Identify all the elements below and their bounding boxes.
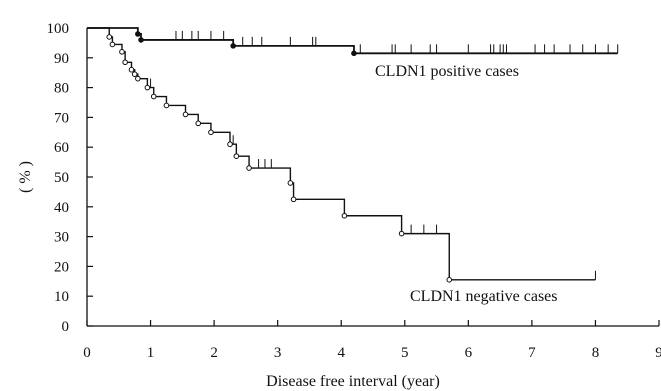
x-tick-label: 4 [337, 345, 345, 361]
y-axis-label: ( % ) [17, 161, 34, 193]
event-marker [182, 111, 189, 118]
series-negative [87, 27, 596, 283]
event-marker [446, 277, 453, 283]
event-marker [351, 50, 357, 57]
survival-curve-positive [87, 27, 618, 55]
series-label-negative: CLDN1 negative cases [410, 288, 558, 305]
x-axis-label: Disease free interval (year) [266, 373, 440, 390]
y-tick-label: 100 [47, 21, 70, 37]
event-marker [128, 66, 135, 73]
event-marker [208, 129, 214, 136]
event-marker [233, 153, 240, 159]
x-tick-label: 2 [210, 345, 218, 361]
y-tick-label: 10 [54, 289, 69, 305]
x-tick-label: 6 [465, 345, 473, 361]
event-marker [230, 43, 236, 49]
event-marker [131, 71, 138, 77]
event-marker [109, 41, 116, 48]
x-tick-label: 7 [528, 345, 536, 361]
x-tick-label: 0 [83, 345, 91, 361]
y-tick-label: 20 [54, 259, 69, 275]
x-tick-label: 9 [655, 345, 661, 361]
y-tick-label: 60 [54, 140, 69, 156]
series-label-positive: CLDN1 positive cases [375, 63, 519, 80]
event-marker [144, 84, 151, 91]
x-ticks: 0 1 2 3 4 5 6 7 8 9 [83, 320, 661, 361]
y-tick-label: 80 [54, 81, 69, 97]
event-marker [287, 180, 294, 186]
x-tick-label: 1 [147, 345, 155, 361]
event-marker [163, 102, 170, 109]
event-marker [398, 230, 405, 237]
event-marker [150, 93, 157, 100]
event-marker [246, 165, 252, 171]
y-tick-label: 90 [54, 51, 69, 67]
y-ticks: 0 10 20 30 40 50 60 70 80 90 100 [47, 21, 93, 335]
event-marker [227, 141, 233, 148]
y-tick-label: 30 [54, 230, 69, 246]
y-tick-label: 40 [54, 200, 69, 216]
event-marker [138, 37, 144, 43]
event-marker [341, 212, 348, 219]
y-tick-label: 50 [54, 170, 69, 186]
event-marker [135, 75, 141, 82]
event-marker [106, 34, 113, 40]
x-tick-label: 3 [274, 345, 282, 361]
series-layer [87, 27, 619, 283]
y-tick-label: 70 [54, 110, 69, 126]
x-tick-label: 8 [592, 345, 600, 361]
y-tick-label: 0 [62, 319, 70, 335]
axes [86, 28, 659, 327]
event-marker [119, 49, 125, 55]
survival-curve-negative [87, 27, 596, 281]
event-marker [290, 196, 297, 203]
series-positive [87, 27, 619, 57]
event-marker [135, 31, 141, 37]
x-tick-label: 5 [401, 345, 409, 361]
event-marker [122, 59, 128, 66]
event-marker [195, 120, 202, 127]
